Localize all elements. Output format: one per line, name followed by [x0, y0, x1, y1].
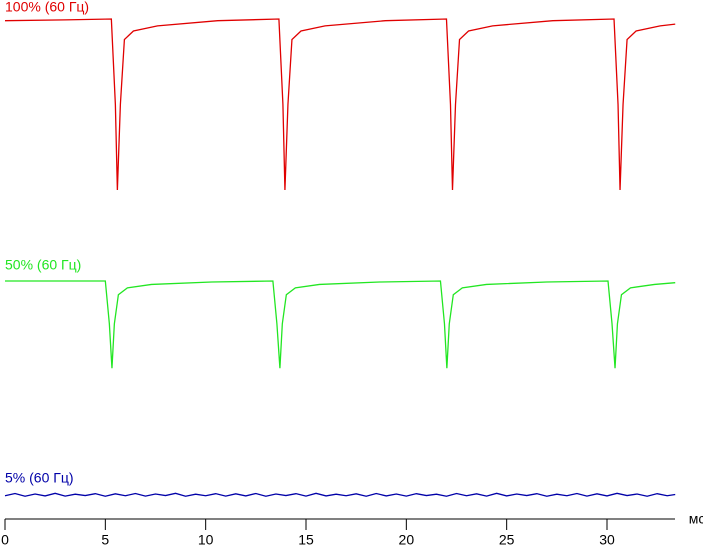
legend-label: 50% (60 Гц)	[5, 257, 81, 273]
legend-label: 5% (60 Гц)	[5, 470, 74, 486]
x-tick-label: 5	[101, 532, 109, 548]
x-tick-label: 30	[599, 532, 615, 548]
x-axis-label: мс	[689, 511, 703, 527]
x-tick-label: 25	[499, 532, 515, 548]
trace	[4, 18, 676, 191]
trace	[4, 492, 676, 497]
x-tick-label: 0	[1, 532, 9, 548]
x-tick-label: 20	[399, 532, 415, 548]
x-tick-label: 10	[198, 532, 214, 548]
legend-label: 100% (60 Гц)	[5, 0, 89, 15]
trace	[5, 280, 676, 369]
x-tick-label: 15	[298, 532, 314, 548]
